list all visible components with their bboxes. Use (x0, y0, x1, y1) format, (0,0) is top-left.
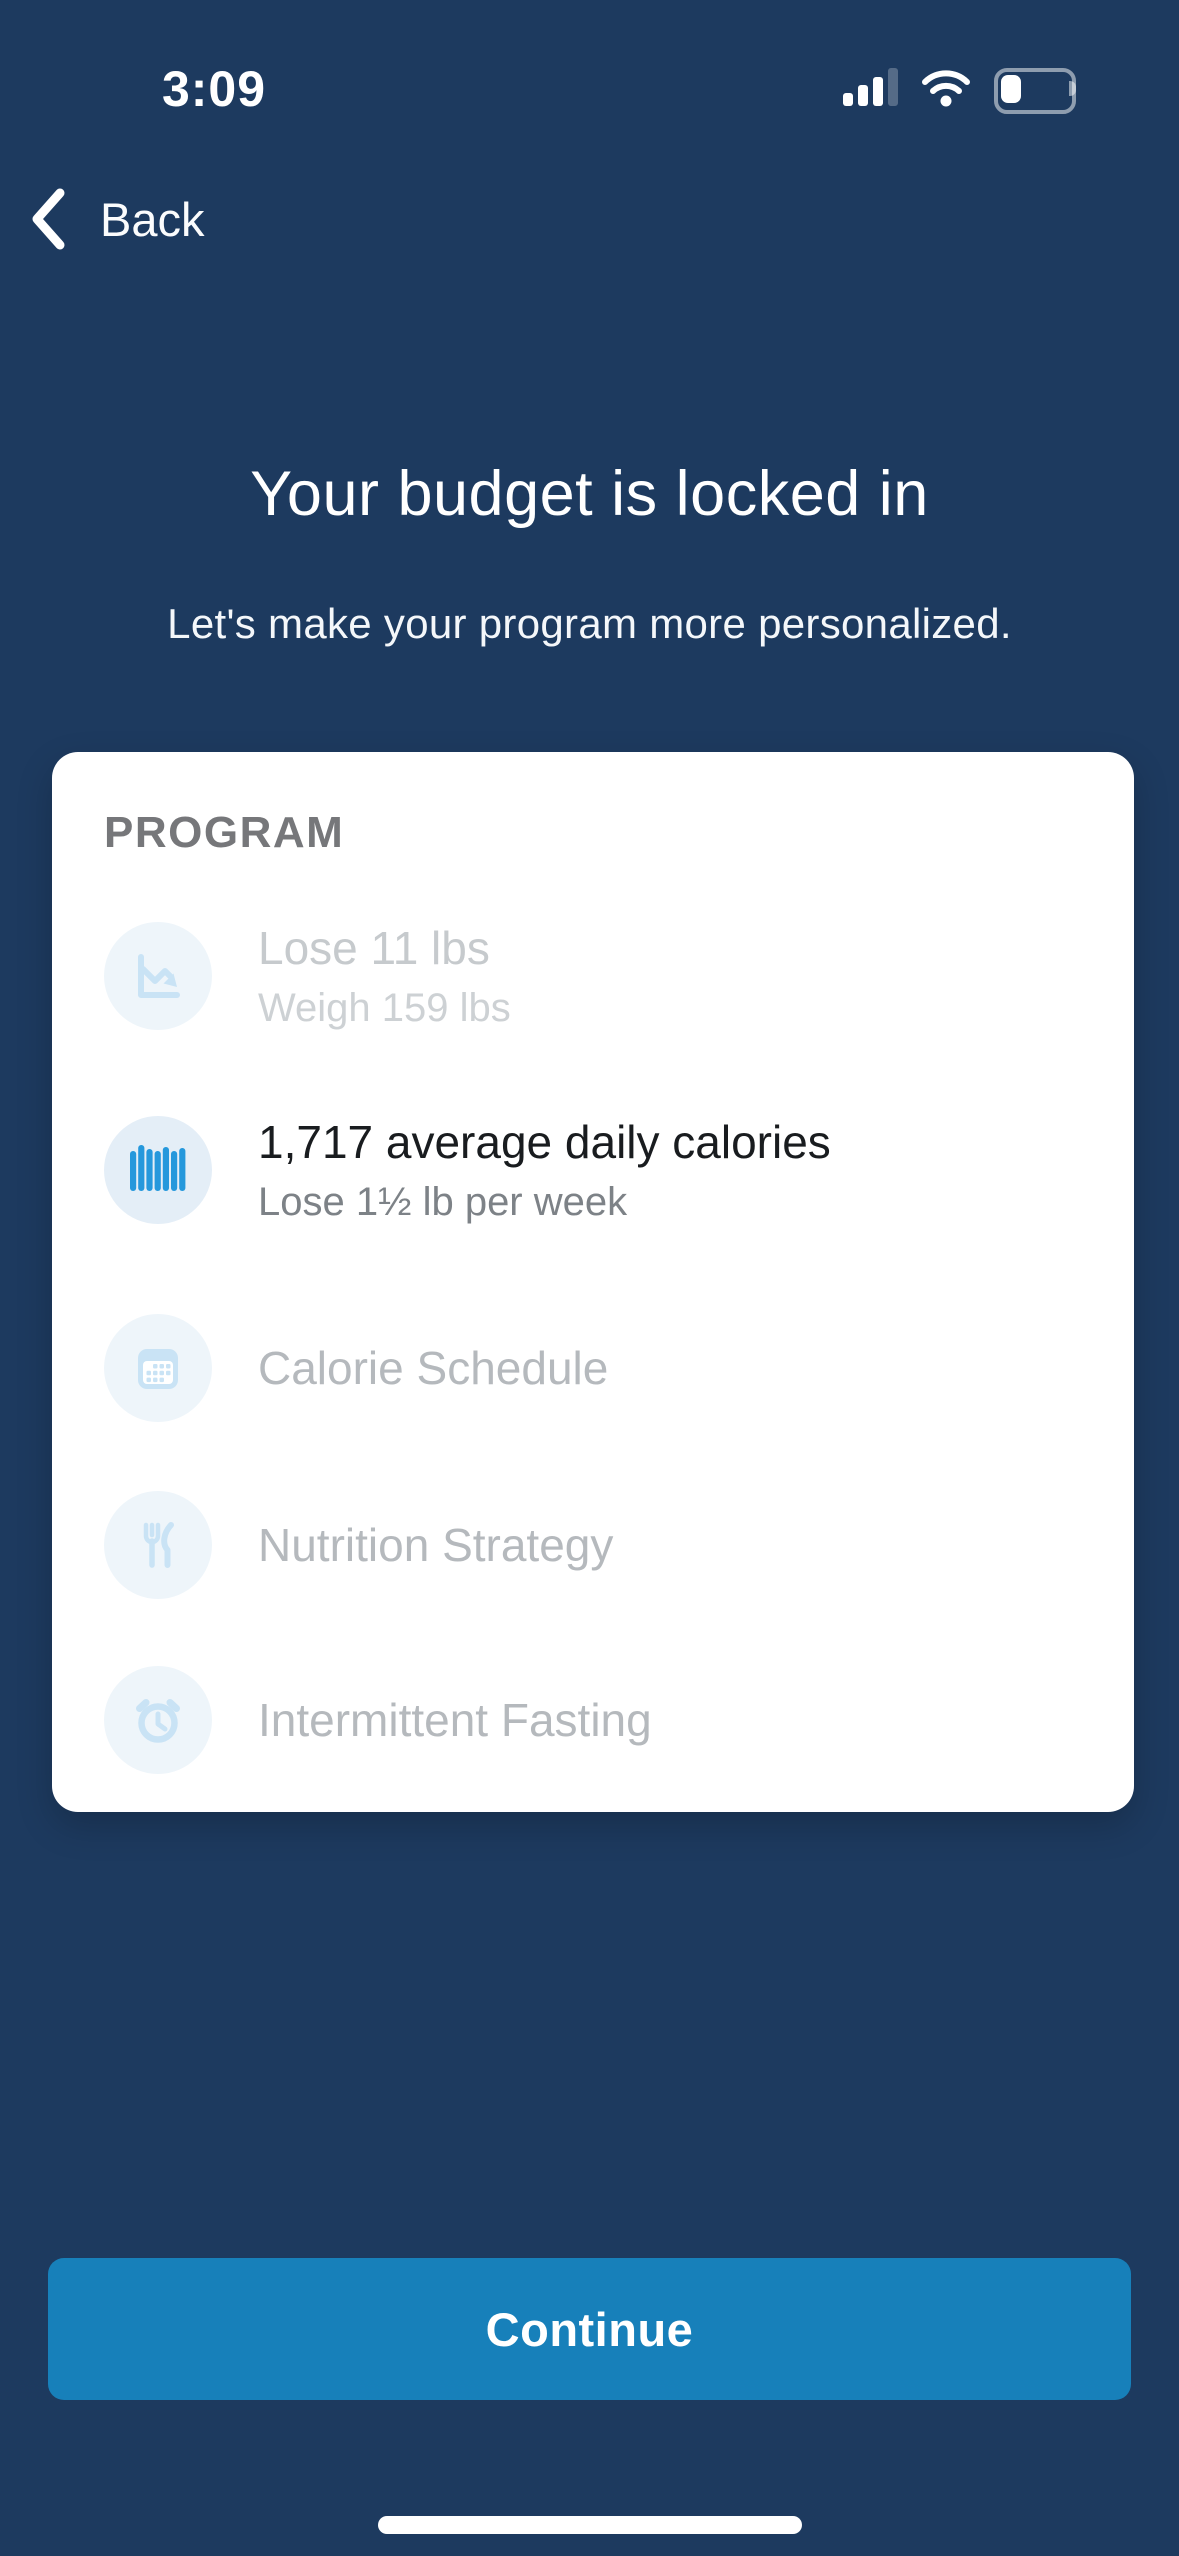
program-card: PROGRAM Lose 11 lbs Weigh 159 lbs (52, 752, 1134, 1812)
back-label: Back (100, 192, 205, 246)
item-title: Calorie Schedule (258, 1342, 609, 1394)
program-item-daily-calories[interactable]: 1,717 average daily calories Lose 1½ lb … (104, 1112, 1094, 1228)
item-title: Intermittent Fasting (258, 1694, 652, 1746)
item-subtitle: Lose 1½ lb per week (258, 1180, 628, 1224)
page-title: Your budget is locked in (250, 459, 929, 529)
program-item-intermittent-fasting: Intermittent Fasting (104, 1662, 1094, 1778)
status-bar: 3:09 (0, 0, 1179, 130)
page-subtitle: Let's make your program more personalize… (167, 600, 1012, 647)
status-time: 3:09 (161, 61, 267, 117)
calendar-icon (104, 1314, 212, 1422)
cellular-signal-icon (843, 66, 898, 108)
calorie-bars-icon (104, 1116, 212, 1224)
status-icons (843, 64, 1082, 114)
back-button[interactable]: Back (28, 186, 205, 252)
continue-button[interactable]: Continue (48, 2258, 1131, 2400)
chevron-left-icon (32, 188, 65, 250)
trend-down-chart-icon (104, 922, 212, 1030)
program-section-label: PROGRAM (104, 808, 345, 857)
home-indicator[interactable] (377, 2516, 802, 2534)
fork-knife-icon (104, 1491, 212, 1599)
wifi-icon (922, 70, 970, 107)
battery-low-icon (994, 68, 1082, 114)
item-title: 1,717 average daily calories (258, 1116, 831, 1168)
item-title: Nutrition Strategy (258, 1519, 614, 1571)
program-item-nutrition-strategy: Nutrition Strategy (104, 1487, 1094, 1603)
item-title: Lose 11 lbs (258, 922, 490, 974)
alarm-clock-icon (104, 1666, 212, 1774)
program-item-calorie-schedule: Calorie Schedule (104, 1310, 1094, 1426)
item-subtitle: Weigh 159 lbs (258, 986, 511, 1030)
program-item-weight-goal: Lose 11 lbs Weigh 159 lbs (104, 918, 1094, 1034)
continue-label: Continue (485, 2302, 694, 2356)
